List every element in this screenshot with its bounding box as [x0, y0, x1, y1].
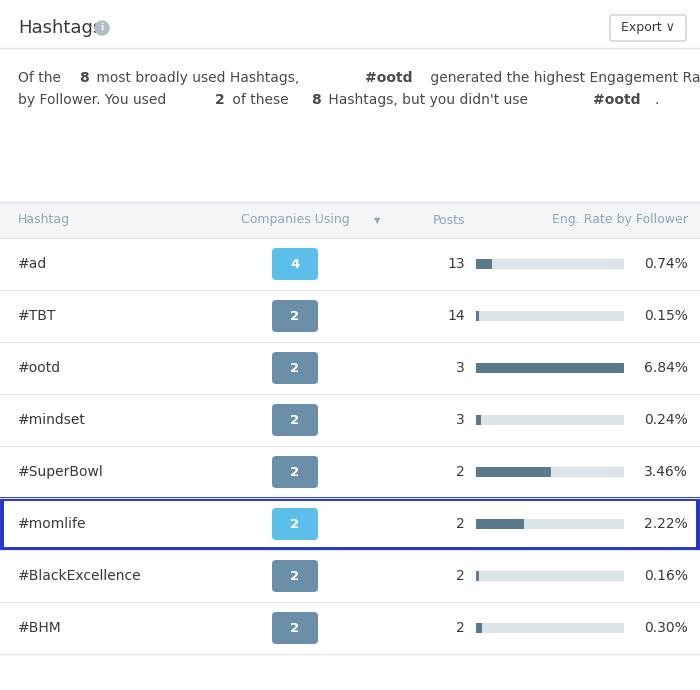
- Bar: [476, 363, 624, 373]
- Text: Export ∨: Export ∨: [621, 21, 675, 34]
- Text: 2: 2: [290, 466, 300, 478]
- Text: 2: 2: [290, 362, 300, 375]
- Bar: [476, 415, 481, 425]
- Bar: [0, 394, 700, 446]
- Text: 2.22%: 2.22%: [644, 517, 688, 531]
- Text: #ootd: #ootd: [18, 361, 61, 375]
- Text: #mindset: #mindset: [18, 413, 86, 427]
- Text: #SuperBowl: #SuperBowl: [18, 465, 104, 479]
- Bar: [476, 519, 624, 529]
- Text: Eng. Rate by Follower: Eng. Rate by Follower: [552, 213, 688, 226]
- FancyBboxPatch shape: [272, 456, 318, 488]
- Text: #ootd: #ootd: [365, 71, 412, 85]
- Text: Posts: Posts: [433, 213, 465, 226]
- FancyBboxPatch shape: [272, 560, 318, 592]
- Text: 0.16%: 0.16%: [644, 569, 688, 583]
- FancyBboxPatch shape: [272, 508, 318, 540]
- Text: 3: 3: [456, 413, 465, 427]
- Text: Hashtag: Hashtag: [18, 213, 70, 226]
- Text: #BlackExcellence: #BlackExcellence: [18, 569, 141, 583]
- Text: Hashtags, but you didn't use: Hashtags, but you didn't use: [324, 93, 532, 107]
- Text: 8: 8: [312, 93, 321, 107]
- Bar: [0, 446, 700, 498]
- Bar: [476, 571, 480, 581]
- FancyBboxPatch shape: [272, 352, 318, 384]
- Text: 4: 4: [290, 257, 300, 270]
- Text: 8: 8: [79, 71, 89, 85]
- Bar: [476, 259, 624, 269]
- Text: Of the: Of the: [18, 71, 65, 85]
- Text: #momlife: #momlife: [18, 517, 87, 531]
- Bar: [476, 467, 624, 477]
- Text: 0.30%: 0.30%: [644, 621, 688, 635]
- Text: 2: 2: [290, 622, 300, 635]
- Bar: [476, 571, 624, 581]
- Text: #BHM: #BHM: [18, 621, 62, 635]
- Text: 2: 2: [290, 518, 300, 531]
- Circle shape: [95, 21, 109, 35]
- Text: 6.84%: 6.84%: [644, 361, 688, 375]
- Text: 3: 3: [456, 361, 465, 375]
- Bar: [476, 467, 551, 477]
- Bar: [0, 202, 700, 238]
- Text: of these: of these: [228, 93, 293, 107]
- Text: 2: 2: [290, 569, 300, 582]
- Text: 2: 2: [215, 93, 225, 107]
- Text: 2: 2: [456, 621, 465, 635]
- Bar: [0, 602, 700, 654]
- Bar: [476, 623, 482, 633]
- Text: 3.46%: 3.46%: [644, 465, 688, 479]
- Bar: [476, 363, 624, 373]
- Text: Companies Using: Companies Using: [241, 213, 349, 226]
- FancyBboxPatch shape: [2, 499, 698, 549]
- FancyBboxPatch shape: [610, 15, 686, 41]
- Text: #TBT: #TBT: [18, 309, 57, 323]
- Text: ▼: ▼: [374, 217, 381, 226]
- Text: 0.24%: 0.24%: [644, 413, 688, 427]
- Bar: [476, 259, 492, 269]
- Text: #ad: #ad: [18, 257, 48, 271]
- Text: most broadly used Hashtags,: most broadly used Hashtags,: [92, 71, 303, 85]
- Text: Hashtags: Hashtags: [18, 19, 102, 37]
- FancyBboxPatch shape: [272, 248, 318, 280]
- Bar: [476, 519, 524, 529]
- Text: #ootd: #ootd: [593, 93, 640, 107]
- Text: 2: 2: [456, 465, 465, 479]
- Bar: [0, 550, 700, 602]
- Text: 2: 2: [290, 310, 300, 322]
- Text: 2: 2: [290, 413, 300, 426]
- Bar: [476, 311, 624, 321]
- Text: 0.15%: 0.15%: [644, 309, 688, 323]
- Bar: [0, 238, 700, 290]
- Bar: [0, 342, 700, 394]
- Bar: [0, 290, 700, 342]
- Text: 14: 14: [447, 309, 465, 323]
- Text: 0.74%: 0.74%: [644, 257, 688, 271]
- FancyBboxPatch shape: [272, 300, 318, 332]
- FancyBboxPatch shape: [272, 612, 318, 644]
- FancyBboxPatch shape: [272, 404, 318, 436]
- Bar: [476, 311, 480, 321]
- Bar: [0, 498, 700, 550]
- Text: 2: 2: [456, 569, 465, 583]
- Bar: [476, 623, 624, 633]
- Text: i: i: [100, 23, 104, 32]
- Bar: [476, 415, 624, 425]
- Text: 13: 13: [447, 257, 465, 271]
- Text: generated the highest Engagement Rate: generated the highest Engagement Rate: [426, 71, 700, 85]
- Text: by Follower. You used: by Follower. You used: [18, 93, 171, 107]
- Text: .: .: [654, 93, 659, 107]
- Text: 2: 2: [456, 517, 465, 531]
